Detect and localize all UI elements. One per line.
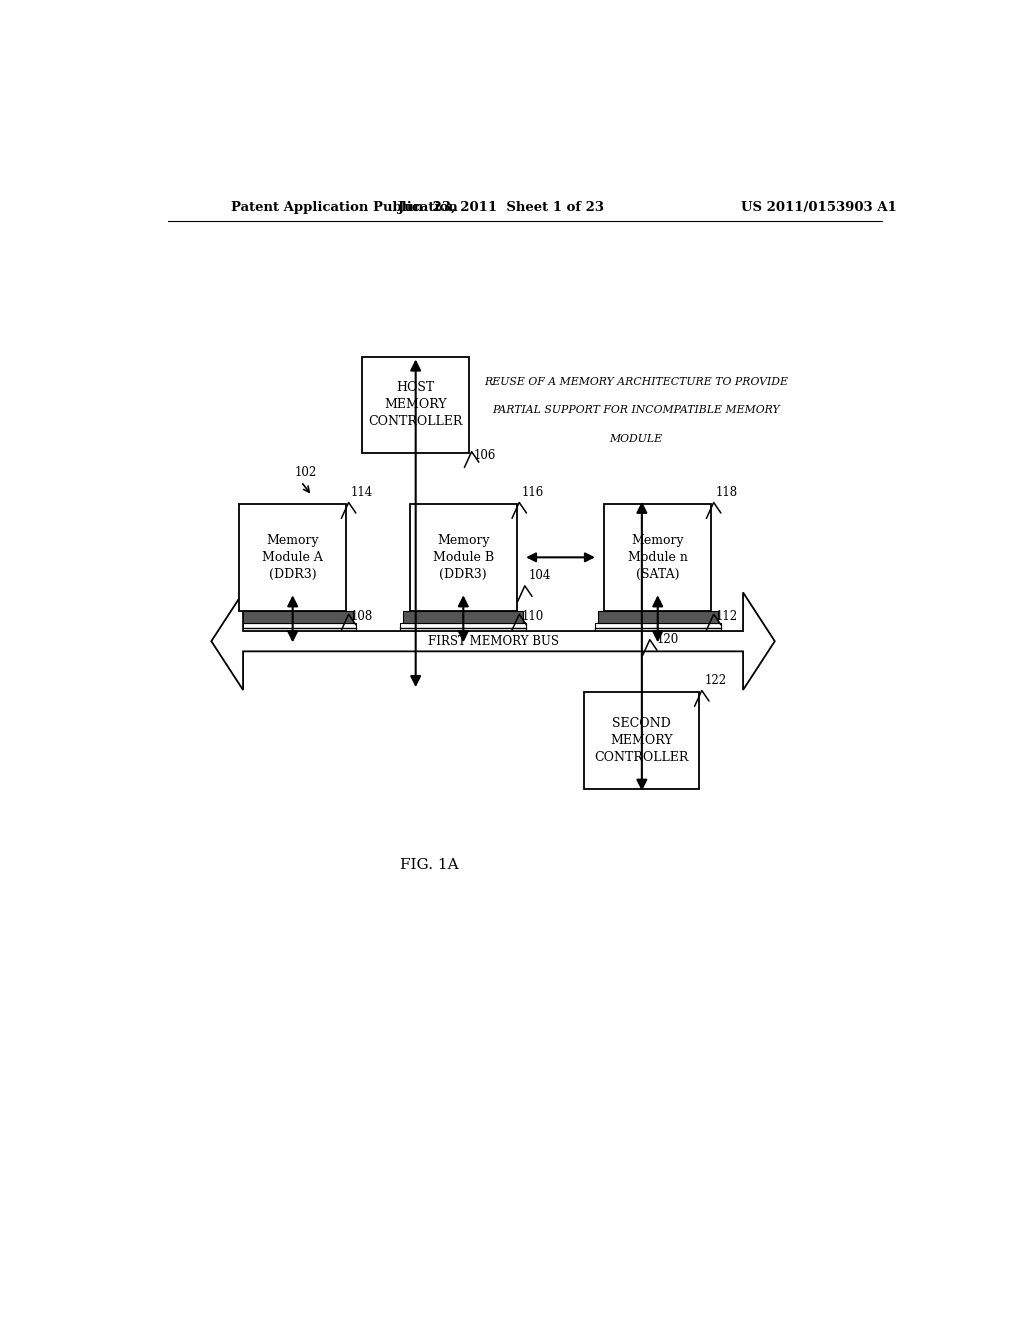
Text: Jun. 23, 2011  Sheet 1 of 23: Jun. 23, 2011 Sheet 1 of 23	[398, 201, 604, 214]
Bar	[403, 611, 523, 623]
Text: 104: 104	[528, 569, 551, 582]
Text: 102: 102	[295, 466, 316, 479]
Bar	[400, 623, 526, 645]
Text: 122: 122	[705, 675, 726, 686]
Text: FIRST MEMORY BUS: FIRST MEMORY BUS	[428, 635, 558, 648]
Bar	[585, 692, 699, 788]
Text: HOST
MEMORY
CONTROLLER: HOST MEMORY CONTROLLER	[369, 381, 463, 429]
Text: Memory
Module n
(SATA): Memory Module n (SATA)	[628, 533, 688, 581]
Bar	[410, 504, 517, 611]
Bar	[595, 623, 721, 645]
Text: PARTIAL SUPPORT FOR INCOMPATIBLE MEMORY: PARTIAL SUPPORT FOR INCOMPATIBLE MEMORY	[493, 405, 779, 416]
Bar	[229, 623, 355, 645]
Text: FIG. 1A: FIG. 1A	[400, 858, 459, 871]
Text: Patent Application Publication: Patent Application Publication	[231, 201, 458, 214]
Text: 110: 110	[521, 610, 544, 623]
Text: 112: 112	[716, 610, 738, 623]
Text: 108: 108	[351, 610, 374, 623]
Text: 114: 114	[351, 486, 374, 499]
Polygon shape	[211, 593, 775, 690]
Bar	[240, 504, 346, 611]
Text: Memory
Module A
(DDR3): Memory Module A (DDR3)	[262, 533, 324, 581]
Bar	[362, 356, 469, 453]
Text: MODULE: MODULE	[609, 434, 663, 444]
Text: 116: 116	[521, 486, 544, 499]
Text: 106: 106	[474, 449, 497, 462]
Bar	[598, 611, 718, 623]
Text: 118: 118	[716, 486, 738, 499]
Text: SECOND
MEMORY
CONTROLLER: SECOND MEMORY CONTROLLER	[595, 717, 689, 764]
Text: US 2011/0153903 A1: US 2011/0153903 A1	[740, 201, 896, 214]
Bar	[232, 611, 352, 623]
Text: 120: 120	[656, 634, 678, 647]
Text: REUSE OF A MEMORY ARCHITECTURE TO PROVIDE: REUSE OF A MEMORY ARCHITECTURE TO PROVID…	[484, 378, 787, 387]
Text: Memory
Module B
(DDR3): Memory Module B (DDR3)	[433, 533, 494, 581]
Bar	[604, 504, 712, 611]
